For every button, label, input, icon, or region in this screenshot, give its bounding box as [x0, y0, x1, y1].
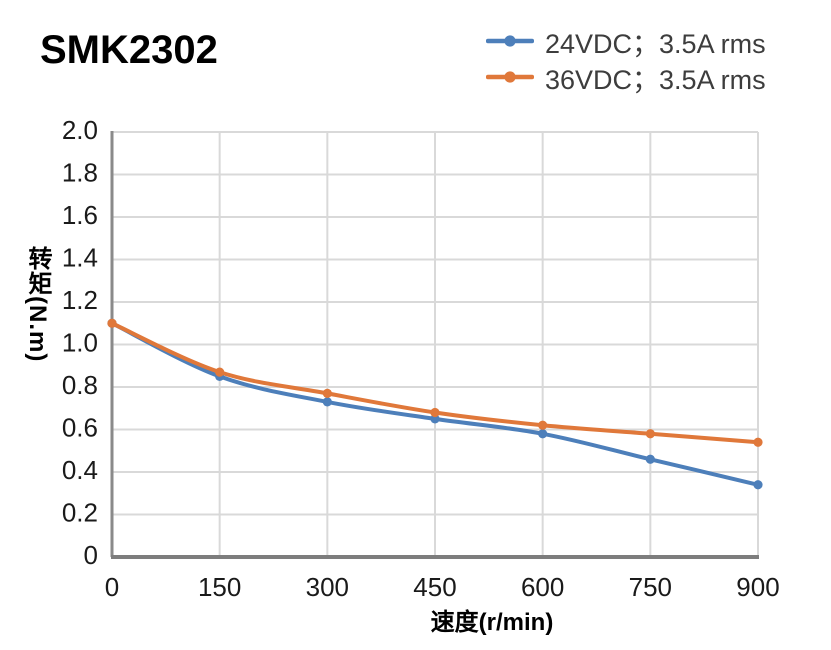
x-tick-label: 900 [736, 572, 779, 602]
data-point [322, 397, 332, 407]
x-tick-label: 150 [198, 572, 241, 602]
legend-item-24vdc: 24VDC；3.5A rms [486, 24, 766, 59]
x-axis-title: 速度(r/min) [430, 609, 554, 636]
y-tick-label: 1.2 [62, 285, 98, 315]
legend: 24VDC；3.5A rms 36VDC；3.5A rms [486, 24, 766, 96]
x-tick-label: 750 [629, 572, 672, 602]
legend-label-36vdc: 36VDC；3.5A rms [545, 64, 766, 95]
legend-label-24vdc: 24VDC；3.5A rms [545, 28, 766, 59]
y-tick-label: 0.2 [62, 498, 98, 528]
data-point [107, 318, 117, 328]
y-tick-label: 1.6 [62, 200, 98, 230]
legend-item-36vdc: 36VDC；3.5A rms [486, 60, 766, 95]
data-point [645, 454, 655, 464]
line-marker-icon [486, 35, 534, 47]
x-tick-label: 450 [413, 572, 456, 602]
y-tick-label: 0.4 [62, 455, 98, 485]
x-tick-label: 0 [105, 572, 119, 602]
y-tick-label: 1.4 [62, 243, 98, 273]
x-tick-label: 600 [521, 572, 564, 602]
y-tick-label: 2.0 [62, 115, 98, 145]
data-point [430, 407, 440, 418]
y-tick-label: 1.8 [62, 158, 98, 188]
y-tick-label: 0.6 [62, 413, 98, 443]
data-point [753, 437, 763, 447]
y-tick-label: 0 [84, 540, 98, 570]
data-point [322, 388, 332, 398]
data-point [538, 420, 548, 430]
data-point [753, 480, 763, 490]
data-point [215, 367, 225, 377]
x-tick-label: 300 [306, 572, 349, 602]
chart-title: SMK2302 [40, 28, 218, 72]
y-axis-title: 转矩(N.m) [24, 246, 51, 363]
y-tick-label: 0.8 [62, 370, 98, 400]
data-point [430, 414, 440, 424]
data-point [538, 429, 548, 439]
line-marker-icon [486, 71, 534, 83]
y-tick-label: 1.0 [62, 328, 98, 358]
data-point [645, 429, 655, 439]
